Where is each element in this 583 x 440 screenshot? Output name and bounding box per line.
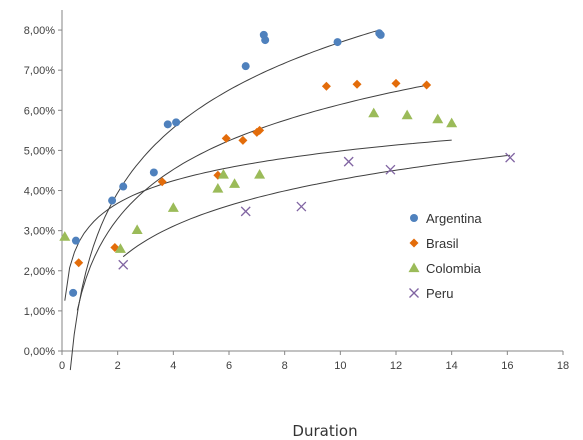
point-argentina — [149, 168, 158, 177]
trendline-peru — [122, 154, 511, 258]
point-colombia — [167, 202, 179, 212]
x-marker-stroke — [409, 288, 419, 298]
point-argentina — [172, 118, 181, 127]
x-tick-label: 0 — [59, 360, 65, 372]
point-colombia — [432, 113, 444, 124]
x-tick-label: 10 — [334, 360, 346, 372]
point-argentina — [119, 182, 128, 191]
y-tick-label: 8,00% — [24, 25, 55, 37]
legend-label-brasil: Brasil — [426, 236, 459, 251]
x-marker-stroke — [118, 259, 129, 270]
point-colombia — [217, 168, 229, 179]
point-argentina — [333, 38, 342, 47]
point-peru — [343, 156, 354, 167]
point-brasil — [255, 125, 265, 135]
y-tick-label: 4,00% — [24, 186, 55, 198]
point-colombia — [254, 168, 266, 179]
x-marker-stroke — [343, 156, 354, 167]
x-tick-label: 18 — [557, 360, 569, 372]
point-argentina — [71, 236, 80, 245]
point-colombia — [114, 243, 126, 253]
y-tick-label: 0,00% — [24, 346, 55, 358]
x-marker-stroke — [385, 164, 396, 175]
point-brasil — [321, 81, 331, 91]
x-tick-label: 12 — [390, 360, 402, 372]
x-axis-label: Duration — [292, 422, 357, 440]
y-tick-label: 7,00% — [24, 65, 55, 77]
x-tick-label: 16 — [501, 360, 513, 372]
point-colombia — [212, 183, 224, 193]
point-brasil — [422, 80, 432, 90]
point-argentina — [376, 30, 385, 39]
point-peru — [118, 259, 129, 270]
trendline-brasil — [76, 84, 430, 311]
point-colombia — [59, 231, 71, 241]
legend: Argentina Brasil Colombia Peru — [408, 211, 482, 301]
y-tick-label: 6,00% — [24, 105, 55, 117]
trendlines — [64, 29, 511, 371]
legend-marker-peru — [409, 288, 419, 298]
point-colombia — [401, 109, 413, 120]
legend-marker-argentina — [410, 214, 418, 222]
x-marker-stroke — [240, 206, 251, 217]
point-argentina — [69, 288, 78, 297]
x-tick-label: 14 — [446, 360, 458, 372]
point-argentina — [261, 36, 270, 45]
legend-label-peru: Peru — [426, 286, 453, 301]
axes — [58, 10, 564, 355]
y-tick-label: 5,00% — [24, 145, 55, 157]
point-brasil — [238, 135, 248, 145]
point-brasil — [391, 78, 401, 88]
point-colombia — [131, 224, 143, 234]
x-tick-label: 8 — [282, 360, 288, 372]
x-marker-stroke — [296, 201, 307, 212]
trendline-argentina — [69, 29, 380, 371]
point-brasil — [157, 177, 167, 187]
x-marker-stroke — [505, 152, 516, 163]
legend-marker-colombia — [408, 262, 420, 273]
y-tick-label: 2,00% — [24, 266, 55, 278]
point-peru — [505, 152, 516, 163]
point-peru — [296, 201, 307, 212]
x-tick-label: 2 — [115, 360, 121, 372]
y-tick-label: 3,00% — [24, 226, 55, 238]
point-argentina — [163, 120, 172, 129]
y-tick-label: 1,00% — [24, 306, 55, 318]
legend-label-colombia: Colombia — [426, 261, 482, 276]
point-brasil — [74, 258, 84, 268]
point-brasil — [352, 79, 362, 89]
x-tick-label: 4 — [170, 360, 176, 372]
point-argentina — [108, 196, 117, 205]
point-argentina — [241, 62, 250, 71]
point-brasil — [221, 133, 231, 143]
data-points — [59, 29, 516, 297]
point-colombia — [368, 107, 380, 118]
point-colombia — [229, 178, 241, 188]
point-colombia — [446, 117, 458, 128]
x-tick-label: 6 — [226, 360, 232, 372]
tick-labels: 0,00% 1,00% 2,00% 3,00% 4,00% 5,00% 6,00% 7,00%… — [24, 25, 569, 372]
legend-marker-brasil — [409, 238, 419, 248]
point-peru — [240, 206, 251, 217]
trendline-colombia — [64, 139, 452, 301]
point-peru — [385, 164, 396, 175]
legend-label-argentina: Argentina — [426, 211, 482, 226]
